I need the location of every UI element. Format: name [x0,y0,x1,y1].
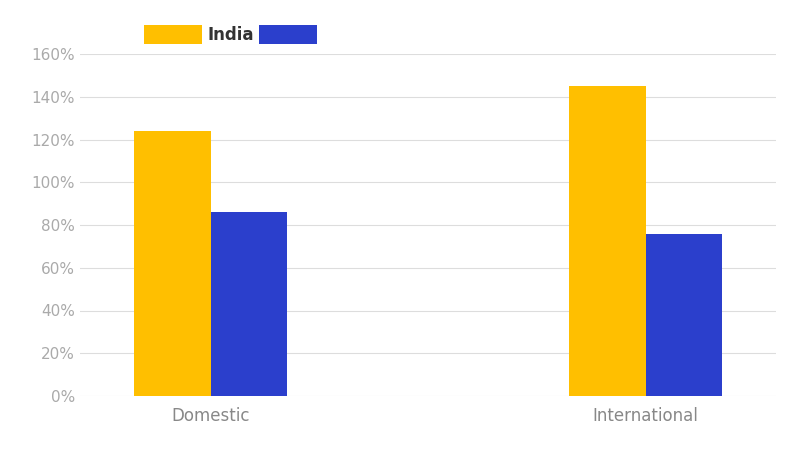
Legend: India, Mainland China: India, Mainland China [137,18,472,50]
Bar [570,86,646,396]
Bar [210,212,286,396]
Bar [646,234,722,396]
Bar [134,131,210,396]
